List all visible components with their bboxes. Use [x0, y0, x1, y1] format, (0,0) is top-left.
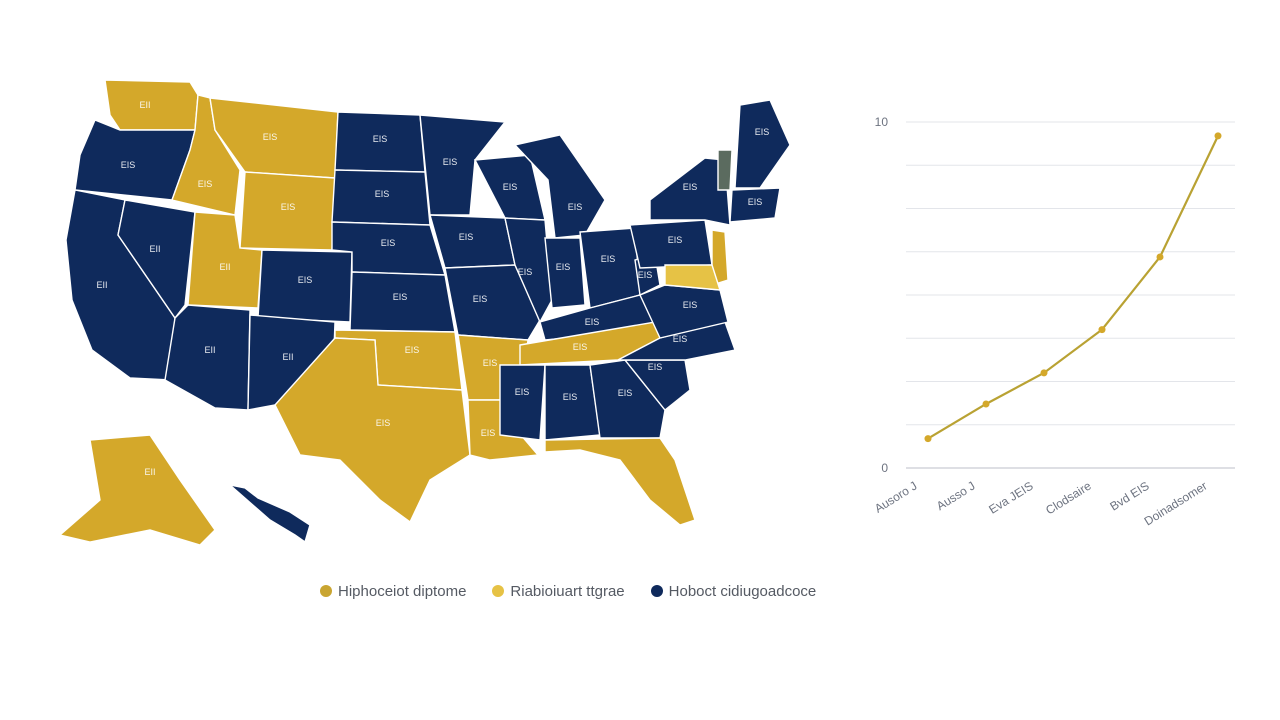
x-tick-label: Ausso J	[934, 479, 978, 513]
state-me	[734, 99, 791, 189]
state-label-ky: EIS	[585, 317, 600, 327]
state-ms	[499, 364, 546, 441]
state-label-ny: EIS	[683, 182, 698, 192]
state-mn	[419, 114, 507, 216]
state-label-ks: EIS	[393, 292, 408, 302]
state-ak	[58, 434, 216, 546]
data-point	[1040, 369, 1048, 377]
line-chart: 0 10 Ausoro J Ausso J Eva JEIS Clodsaire Bvd E…	[860, 100, 1260, 580]
state-in	[544, 237, 586, 309]
state-co	[257, 249, 353, 323]
state-label-ia: EIS	[459, 232, 474, 242]
state-md	[664, 264, 721, 291]
state-nv	[117, 199, 196, 320]
x-tick-label: Clodsaire	[1043, 479, 1094, 518]
us-choropleth-map: EII EIS EII EII EIS EIS EIS EII EII EIS EII EIS EIS E…	[0, 60, 820, 560]
state-vt	[717, 149, 733, 191]
state-az	[164, 304, 251, 411]
state-label-sd: EIS	[375, 189, 390, 199]
state-label-ga: EIS	[618, 388, 633, 398]
state-label-mo: EIS	[473, 294, 488, 304]
legend-swatch-1	[320, 585, 332, 597]
y-tick-label: 10	[875, 115, 889, 129]
state-ga	[589, 359, 666, 439]
state-label-ms: EIS	[515, 387, 530, 397]
state-label-nv: EII	[149, 244, 160, 254]
state-wa	[104, 79, 199, 131]
legend-label-3: Hoboct cidiugoadcoce	[668, 582, 817, 600]
state-label-pa: EIS	[668, 235, 683, 245]
state-label-tn: EIS	[573, 342, 588, 352]
state-label-mn: EIS	[443, 157, 458, 167]
state-label-wi: EIS	[503, 182, 518, 192]
state-label-ok: EIS	[405, 345, 420, 355]
data-point	[1156, 253, 1164, 261]
state-label-il: EIS	[518, 267, 533, 277]
x-tick-label: Bvd EIS	[1107, 479, 1151, 514]
state-label-mi: EIS	[568, 202, 583, 212]
legend-item-1: Hiphoceiot diptome	[320, 583, 466, 600]
state-label-oh: EIS	[601, 254, 616, 264]
data-point	[982, 400, 990, 408]
state-fl	[544, 437, 696, 526]
state-il	[504, 217, 553, 324]
state-label-az: EII	[204, 345, 215, 355]
state-tx	[274, 337, 471, 524]
state-label-nc: EIS	[673, 334, 688, 344]
data-point	[924, 435, 932, 443]
state-label-ne: EIS	[381, 238, 396, 248]
state-label-ak: EII	[144, 467, 155, 477]
state-label-me: EIS	[755, 127, 770, 137]
map-canvas: EII EIS EII EII EIS EIS EIS EII EII EIS EII EIS EIS E…	[58, 79, 791, 546]
state-label-ne_us: EIS	[748, 197, 763, 207]
state-ny	[649, 157, 731, 226]
state-label-mt: EIS	[263, 132, 278, 142]
state-label-ut: EII	[219, 262, 230, 272]
legend: Hiphoceiot diptome Riabioiuart ttgrae Ho…	[320, 578, 816, 604]
state-label-or: EIS	[121, 160, 136, 170]
state-va	[639, 284, 729, 339]
state-ne_us	[729, 187, 781, 223]
state-hi	[227, 483, 311, 544]
legend-item-2: Riabioiuart ttgrae	[492, 582, 625, 600]
state-mo	[444, 264, 541, 341]
state-label-wv: EIS	[638, 270, 653, 280]
state-label-la: EIS	[481, 428, 496, 438]
state-label-wa: EII	[139, 100, 150, 110]
legend-item-3: Hoboct cidiugoadcoce	[650, 582, 817, 600]
state-label-id: EIS	[198, 179, 213, 189]
x-tick-label: Eva JEIS	[986, 479, 1035, 517]
data-point	[1214, 132, 1222, 140]
state-label-nd: EIS	[373, 134, 388, 144]
state-label-co: EIS	[298, 275, 313, 285]
state-label-wy: EIS	[281, 202, 296, 212]
y-tick-label: 0	[881, 461, 888, 475]
state-label-sc: EIS	[648, 362, 663, 372]
data-point	[1098, 326, 1106, 334]
chart-canvas: 0 10 Ausoro J Ausso J Eva JEIS Clodsaire Bvd E…	[872, 115, 1235, 529]
state-label-ar: EIS	[483, 358, 498, 368]
legend-swatch-3	[650, 585, 663, 597]
x-tick-label: Ausoro J	[872, 479, 920, 516]
state-ks	[349, 271, 456, 333]
legend-label-1: Hiphoceiot diptome	[338, 582, 467, 600]
state-oh	[579, 227, 641, 309]
legend-swatch-2	[492, 585, 505, 597]
state-label-ca: EII	[96, 280, 107, 290]
state-label-va: EIS	[683, 300, 698, 310]
state-label-al: EIS	[563, 392, 578, 402]
x-tick-label: Doinadsomer	[1142, 479, 1210, 529]
state-label-tx: EIS	[376, 418, 391, 428]
series-line	[927, 135, 1219, 440]
legend-label-2: Riabioiuart ttgrae	[510, 582, 625, 600]
state-label-in: EIS	[556, 262, 571, 272]
state-label-nm: EII	[282, 352, 293, 362]
